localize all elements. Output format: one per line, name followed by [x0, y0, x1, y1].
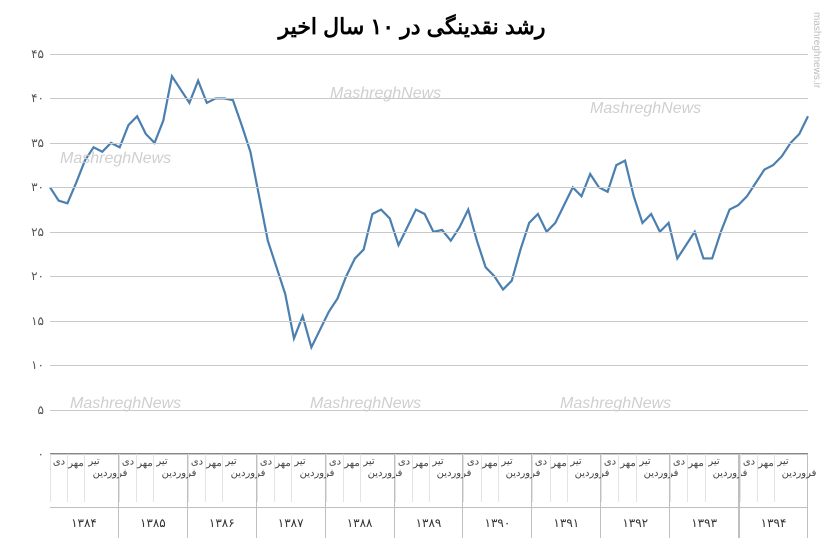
x-month-tick: فروردین: [308, 454, 324, 502]
x-month-tick: فروردین: [722, 454, 738, 502]
x-month-tick: دی: [119, 454, 136, 502]
x-month-tick: تیر: [291, 454, 308, 502]
x-month-tick: فروردین: [515, 454, 531, 502]
x-month-tick: دی: [670, 454, 687, 502]
x-year-label: ۱۳۹۱: [532, 507, 600, 530]
x-month-tick: دی: [532, 454, 549, 502]
x-period: فروردینتیرمهردی ۱۳۸۶: [188, 454, 257, 538]
x-month-tick: فروردین: [102, 454, 118, 502]
y-tick-label: ۱۵: [10, 314, 44, 328]
line-series: [50, 54, 808, 454]
x-year-label: ۱۳۹۳: [670, 507, 738, 530]
x-month-tick: فروردین: [653, 454, 669, 502]
x-period: فروردینتیرمهردی ۱۳۹۰: [463, 454, 532, 538]
x-month-tick: مهر: [274, 454, 291, 502]
plot-region: ۰۵۱۰۱۵۲۰۲۵۳۰۳۵۴۰۴۵: [50, 54, 808, 454]
x-period: فروردینتیرمهردی ۱۳۸۷: [257, 454, 326, 538]
x-month-tick: مهر: [136, 454, 153, 502]
x-year-label: ۱۳۹۰: [463, 507, 531, 530]
chart-area: ۰۵۱۰۱۵۲۰۲۵۳۰۳۵۴۰۴۵: [50, 54, 808, 454]
x-month-tick: دی: [395, 454, 412, 502]
x-year-label: ۱۳۸۵: [119, 507, 187, 530]
x-month-tick: مهر: [343, 454, 360, 502]
gridline: [50, 54, 808, 55]
y-tick-label: ۰: [10, 447, 44, 461]
x-period: فروردینتیرمهردی ۱۳۹۲: [601, 454, 670, 538]
chart-title: رشد نقدینگی در ۱۰ سال اخیر: [0, 0, 824, 48]
x-month-tick: دی: [463, 454, 480, 502]
gridline: [50, 321, 808, 322]
y-tick-label: ۲۰: [10, 269, 44, 283]
x-month-tick: مهر: [412, 454, 429, 502]
x-month-tick: مهر: [618, 454, 635, 502]
gridline: [50, 187, 808, 188]
x-month-tick: تیر: [498, 454, 515, 502]
gridline: [50, 276, 808, 277]
x-year-label: ۱۳۹۲: [601, 507, 669, 530]
x-period: فروردینتیرمهردی ۱۳۹۱: [532, 454, 601, 538]
x-month-tick: تیر: [360, 454, 377, 502]
x-period: فروردینتیرمهردی ۱۳۹۳: [670, 454, 739, 538]
y-tick-label: ۳۰: [10, 180, 44, 194]
x-period: فروردینتیرمهردی ۱۳۸۹: [395, 454, 464, 538]
x-month-tick: تیر: [222, 454, 239, 502]
gridline: [50, 410, 808, 411]
x-month-tick: فروردین: [171, 454, 187, 502]
y-tick-label: ۳۵: [10, 136, 44, 150]
x-month-tick: دی: [740, 454, 757, 502]
x-year-label: ۱۳۸۶: [188, 507, 256, 530]
x-period: فروردینتیرمهردی ۱۳۸۵: [119, 454, 188, 538]
gridline: [50, 232, 808, 233]
x-year-label: ۱۳۸۴: [50, 507, 118, 530]
gridline: [50, 365, 808, 366]
x-month-tick: دی: [188, 454, 205, 502]
x-period: فروردینتیرمهردی ۱۳۸۴: [50, 454, 119, 538]
x-month-tick: مهر: [757, 454, 774, 502]
x-month-tick: تیر: [705, 454, 722, 502]
x-month-tick: فروردین: [584, 454, 600, 502]
x-month-tick: تیر: [153, 454, 170, 502]
x-year-label: ۱۳۸۹: [395, 507, 463, 530]
y-tick-label: ۴۵: [10, 47, 44, 61]
x-month-tick: تیر: [636, 454, 653, 502]
gridline: [50, 143, 808, 144]
x-month-tick: فروردین: [239, 454, 255, 502]
x-period: فروردینتیرمهردی ۱۳۹۴: [739, 454, 808, 538]
x-month-tick: دی: [50, 454, 67, 502]
x-year-label: ۱۳۸۷: [257, 507, 325, 530]
x-month-tick: مهر: [481, 454, 498, 502]
y-tick-label: ۵: [10, 403, 44, 417]
x-month-tick: تیر: [774, 454, 791, 502]
x-month-tick: مهر: [687, 454, 704, 502]
y-tick-label: ۴۰: [10, 91, 44, 105]
x-month-tick: فروردین: [791, 454, 807, 502]
x-month-tick: دی: [257, 454, 274, 502]
x-month-tick: فروردین: [377, 454, 393, 502]
x-month-tick: فروردین: [446, 454, 462, 502]
x-month-tick: تیر: [84, 454, 101, 502]
watermark-side: mashreghnews.ir: [811, 12, 822, 88]
x-month-tick: مهر: [205, 454, 222, 502]
gridline: [50, 98, 808, 99]
x-month-tick: مهر: [550, 454, 567, 502]
x-month-tick: تیر: [429, 454, 446, 502]
x-year-label: ۱۳۸۸: [326, 507, 394, 530]
y-tick-label: ۱۰: [10, 358, 44, 372]
x-period: فروردینتیرمهردی ۱۳۸۸: [326, 454, 395, 538]
x-month-tick: مهر: [67, 454, 84, 502]
x-month-tick: دی: [601, 454, 618, 502]
y-tick-label: ۲۵: [10, 225, 44, 239]
x-year-label: ۱۳۹۴: [740, 507, 807, 530]
x-month-tick: دی: [326, 454, 343, 502]
x-axis: فروردینتیرمهردی۱۳۸۴فروردینتیرمهردی۱۳۸۵فر…: [50, 454, 808, 538]
x-month-tick: تیر: [567, 454, 584, 502]
